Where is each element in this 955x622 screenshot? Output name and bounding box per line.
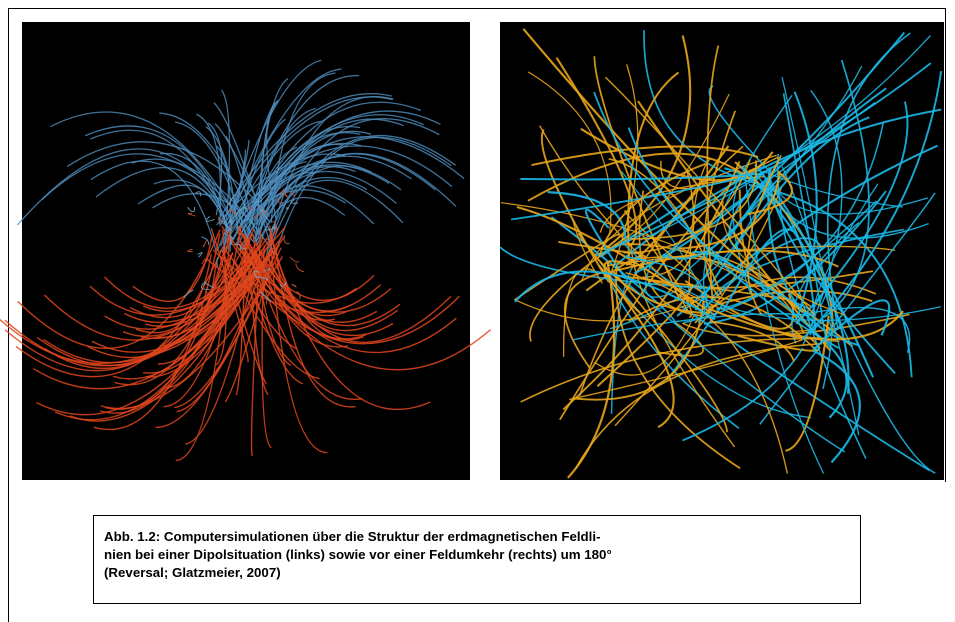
caption-line: Abb. 1.2: Computersimulationen über die … [104, 528, 860, 546]
figure-caption: Abb. 1.2: Computersimulationen über die … [93, 515, 861, 604]
caption-line: nien bei einer Dipolsituation (links) so… [104, 546, 860, 564]
caption-line: (Reversal; Glatzmeier, 2007) [104, 564, 860, 582]
page: Abb. 1.2: Computersimulationen über die … [0, 0, 955, 622]
